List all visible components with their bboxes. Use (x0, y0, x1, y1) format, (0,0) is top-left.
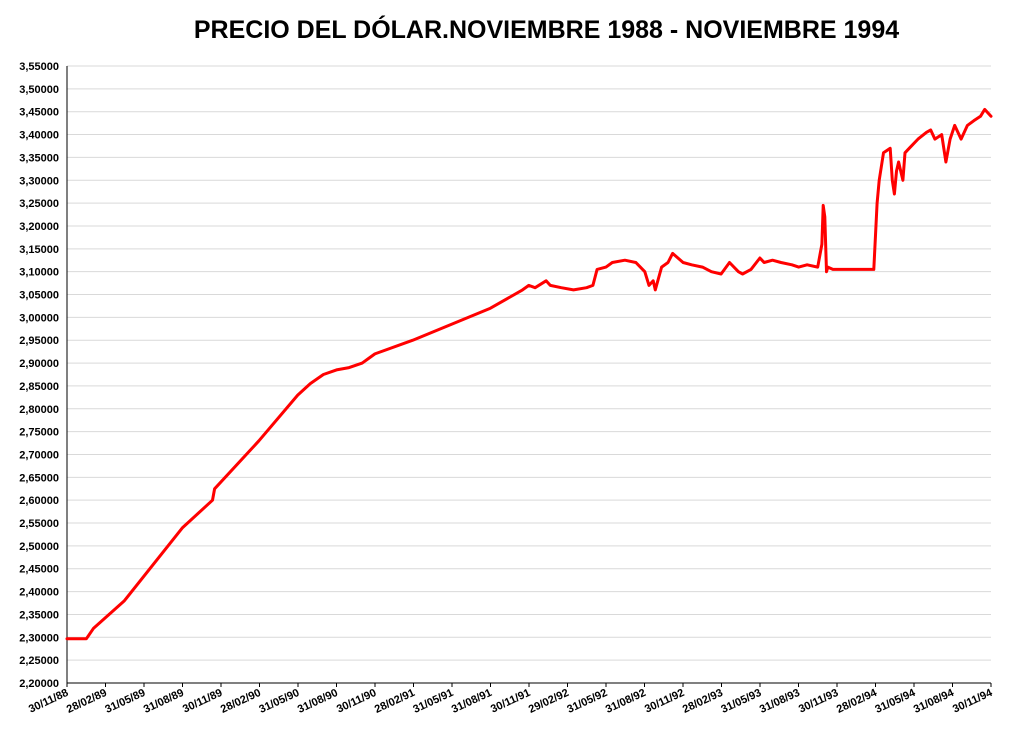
y-tick-label: 2,25000 (19, 655, 59, 667)
x-axis-tick-labels: 30/11/8828/02/8931/05/8931/08/8930/11/89… (27, 686, 995, 715)
axes (66, 66, 992, 687)
y-tick-label: 3,10000 (19, 267, 59, 279)
y-tick-label: 2,95000 (19, 335, 59, 347)
y-tick-label: 2,35000 (19, 609, 59, 621)
x-tick-label: 30/11/88 (27, 687, 70, 716)
x-tick-label: 30/11/91 (489, 687, 532, 716)
y-tick-label: 2,75000 (19, 427, 59, 439)
y-tick-label: 3,20000 (19, 221, 59, 233)
x-tick-label: 31/08/89 (142, 687, 186, 716)
x-tick-label: 31/08/94 (912, 686, 957, 715)
gridlines (67, 65, 991, 661)
y-tick-label: 2,90000 (19, 358, 59, 370)
y-tick-label: 2,55000 (19, 518, 59, 530)
y-tick-label: 2,85000 (19, 381, 59, 393)
y-tick-label: 3,50000 (19, 84, 59, 96)
x-tick-label: 31/05/93 (719, 687, 763, 716)
x-tick-label: 28/02/94 (835, 686, 880, 715)
x-tick-label: 31/05/94 (873, 686, 918, 715)
y-tick-label: 2,20000 (19, 678, 59, 690)
x-tick-label: 31/05/92 (565, 687, 609, 716)
x-tick-label: 28/02/91 (373, 687, 417, 716)
x-tick-label: 31/05/90 (257, 687, 301, 716)
y-tick-label: 2,45000 (19, 564, 59, 576)
y-tick-label: 2,40000 (19, 587, 59, 599)
y-tick-label: 3,35000 (19, 152, 59, 164)
x-tick-label: 31/08/93 (758, 687, 802, 716)
y-tick-label: 3,05000 (19, 290, 59, 302)
y-tick-label: 3,55000 (19, 61, 59, 73)
x-tick-label: 30/11/94 (951, 686, 995, 715)
y-tick-label: 2,60000 (19, 495, 59, 507)
x-tick-label: 28/02/90 (219, 687, 263, 716)
x-tick-label: 28/02/89 (65, 687, 109, 716)
y-tick-label: 3,25000 (19, 198, 59, 210)
series-line (65, 107, 993, 641)
y-tick-label: 3,15000 (19, 244, 59, 256)
y-axis-tick-labels: 2,20000 2,25000 2,30000 2,35000 2,40000 2,450… (19, 61, 59, 690)
x-tick-label: 31/08/91 (450, 687, 494, 716)
x-tick-label: 30/11/93 (797, 687, 840, 716)
x-tick-label: 28/02/93 (681, 687, 725, 716)
x-tick-label: 30/11/89 (181, 687, 224, 716)
y-tick-label: 3,00000 (19, 312, 59, 324)
y-tick-label: 2,65000 (19, 472, 59, 484)
series-layer (65, 107, 993, 641)
x-tick-label: 30/11/92 (643, 687, 686, 716)
y-tick-label: 2,80000 (19, 404, 59, 416)
chart-title: PRECIO DEL DÓLAR.NOVIEMBRE 1988 - NOVIEM… (193, 16, 900, 44)
x-tick-label: 30/11/90 (335, 687, 378, 716)
x-tick-label: 31/05/91 (411, 687, 455, 716)
y-tick-label: 3,30000 (19, 175, 59, 187)
x-tick-label: 29/02/92 (527, 687, 571, 716)
y-tick-label: 2,30000 (19, 632, 59, 644)
y-tick-label: 2,50000 (19, 541, 59, 553)
y-tick-label: 3,45000 (19, 107, 59, 119)
x-tick-label: 31/08/90 (296, 687, 340, 716)
y-tick-label: 2,70000 (19, 449, 59, 461)
y-tick-label: 3,40000 (19, 130, 59, 142)
x-tick-label: 31/08/92 (604, 687, 648, 716)
x-tick-label: 31/05/89 (103, 687, 147, 716)
